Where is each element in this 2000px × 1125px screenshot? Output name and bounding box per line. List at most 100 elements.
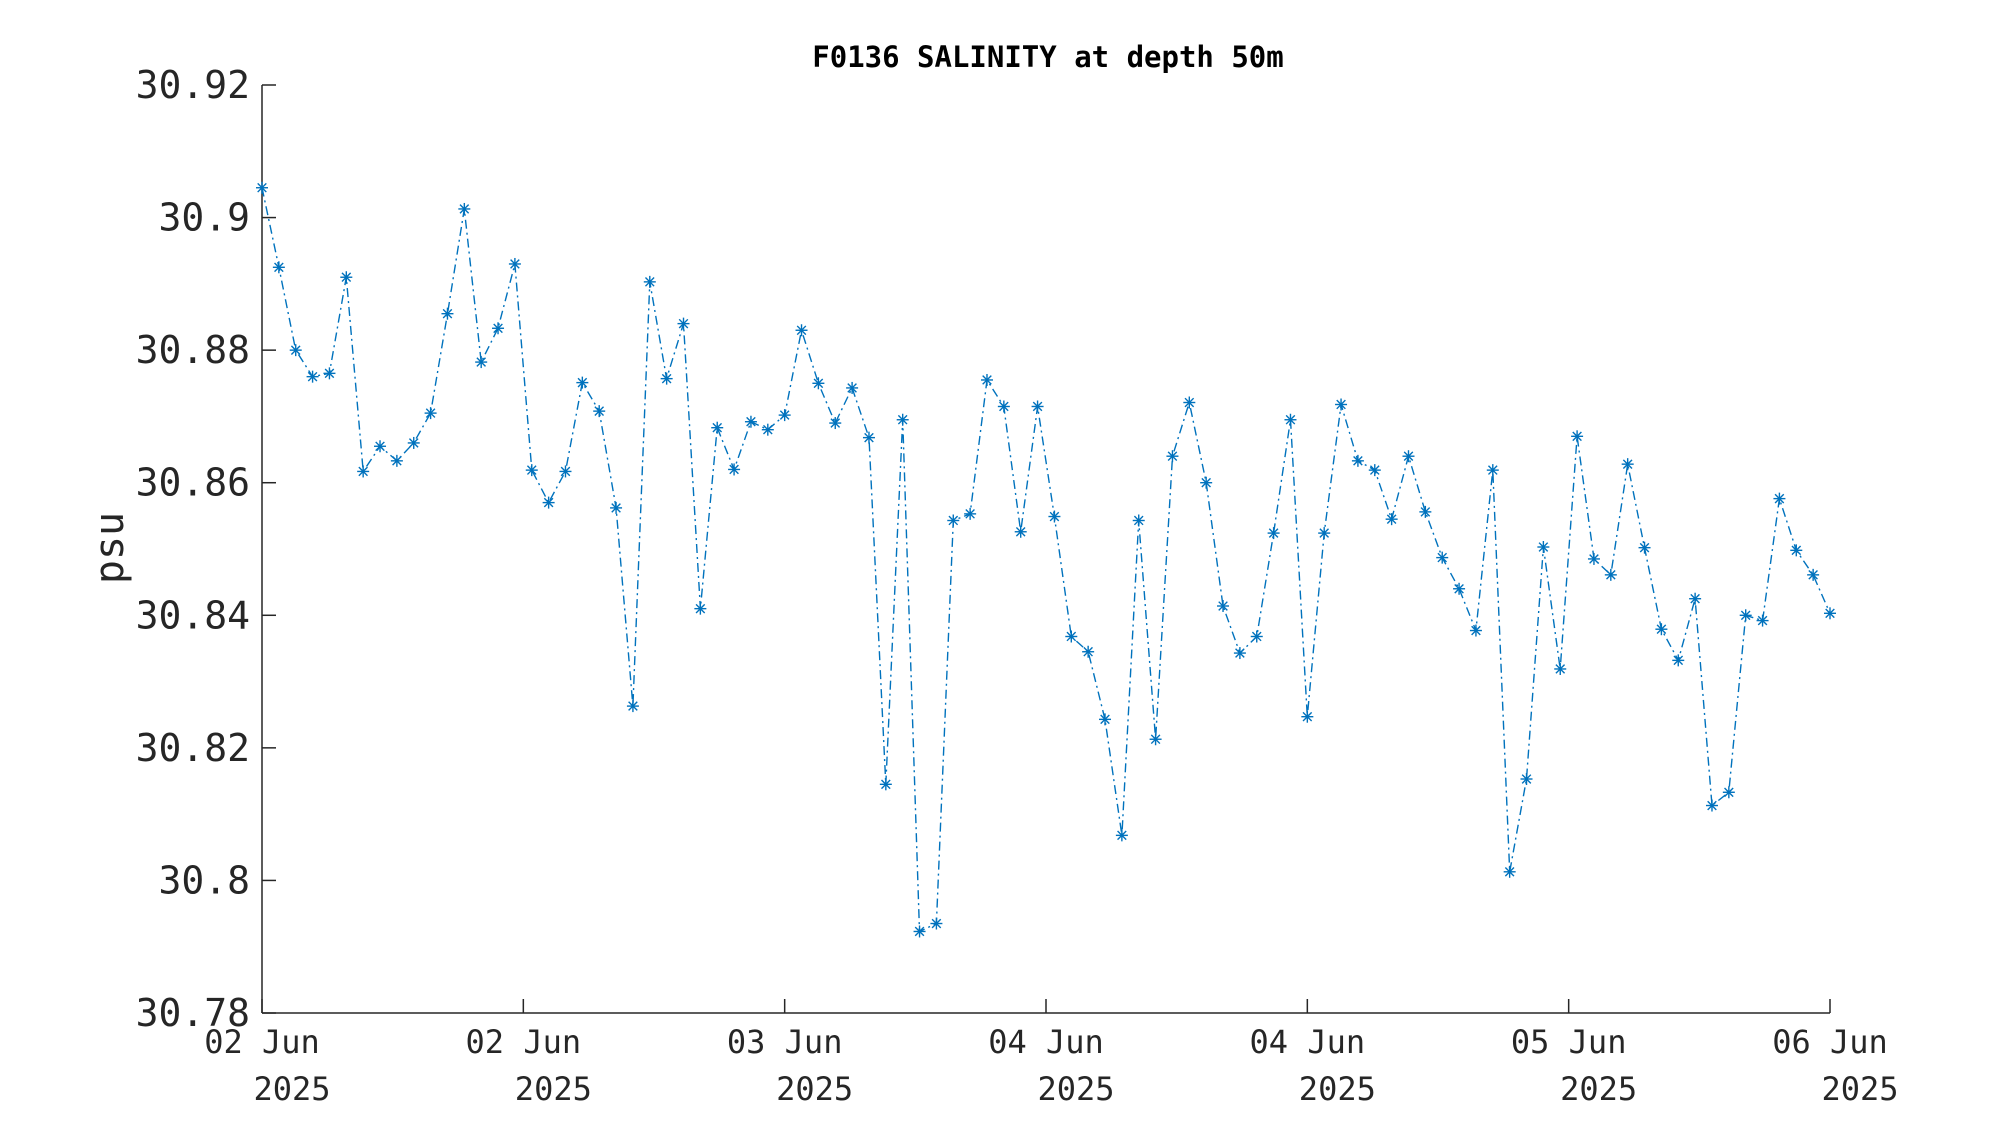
data-point [1014, 525, 1027, 538]
data-point [1655, 623, 1668, 636]
data-point [492, 322, 505, 335]
data-point [610, 501, 623, 514]
data-point [1048, 510, 1061, 523]
y-tick-label: 30.86 [136, 461, 250, 505]
data-point [1099, 713, 1112, 726]
x-tick-label-year: 2025 [253, 1070, 330, 1108]
data-point [1132, 514, 1145, 527]
data-point [1250, 630, 1263, 643]
x-tick-label-date: 06 Jun [1772, 1023, 1888, 1061]
data-point [1689, 592, 1702, 605]
x-tick-label-year: 2025 [1821, 1070, 1898, 1108]
data-point [728, 463, 741, 476]
data-point [1031, 400, 1044, 413]
x-tick-label-date: 03 Jun [727, 1023, 843, 1061]
x-tick-label-date: 04 Jun [1250, 1023, 1366, 1061]
data-point [340, 271, 353, 284]
data-point [525, 464, 538, 477]
data-point [1486, 464, 1499, 477]
x-tick-label-year: 2025 [1037, 1070, 1114, 1108]
data-point [1469, 624, 1482, 637]
data-point [256, 181, 268, 194]
data-point [1587, 552, 1600, 565]
y-tick-label: 30.82 [136, 726, 250, 770]
y-tick-label: 30.78 [136, 991, 250, 1035]
data-point [879, 778, 892, 791]
data-point [761, 423, 774, 436]
data-point [997, 400, 1010, 413]
data-point [626, 700, 639, 713]
data-point [576, 376, 589, 389]
data-point [846, 381, 859, 394]
data-point [272, 261, 285, 274]
data-point [1217, 600, 1230, 613]
data-point [374, 440, 387, 453]
data-point [1773, 492, 1786, 505]
data-point [980, 373, 993, 386]
data-point [1756, 614, 1769, 627]
data-point [458, 202, 471, 215]
data-point [913, 925, 926, 938]
data-point [795, 324, 808, 337]
data-point [1520, 773, 1533, 786]
series-line [261, 187, 1831, 933]
data-point [1351, 454, 1364, 467]
data-point [542, 496, 555, 509]
data-point [694, 602, 707, 615]
data-point [1419, 505, 1432, 518]
data-point [559, 465, 572, 478]
data-point [1335, 398, 1348, 411]
data-point [357, 465, 370, 478]
data-point [964, 507, 977, 520]
y-axis-label: psu [87, 512, 133, 584]
data-point [930, 917, 943, 930]
y-tick-label: 30.8 [158, 858, 250, 902]
x-tick-label-year: 2025 [1560, 1070, 1637, 1108]
x-tick-label-year: 2025 [776, 1070, 853, 1108]
data-point [1604, 568, 1617, 581]
data-point [390, 454, 403, 467]
series-layer [256, 181, 1836, 938]
data-point [1166, 450, 1179, 463]
x-tick-label-year: 2025 [1299, 1070, 1376, 1108]
y-tick-label: 30.84 [136, 593, 250, 637]
data-point [1267, 527, 1280, 540]
data-point [1402, 450, 1415, 463]
data-point [711, 421, 724, 434]
data-point [424, 407, 437, 420]
data-point [862, 431, 875, 444]
data-point [1790, 544, 1803, 557]
data-point [1183, 396, 1196, 409]
data-point [744, 415, 757, 428]
data-point [643, 275, 656, 288]
y-tick-label: 30.9 [158, 196, 250, 240]
data-point [1739, 609, 1752, 622]
data-point [829, 417, 842, 430]
x-ticks: 02 Jun 2025 02 Jun 2025 03 Jun 2025 04 Jun 2025… [204, 999, 1899, 1108]
data-point [593, 405, 606, 418]
data-point [289, 344, 302, 357]
y-tick-label: 30.88 [136, 328, 250, 372]
data-point [778, 409, 791, 422]
x-tick-label-date: 02 Jun [204, 1023, 320, 1061]
data-point [1082, 645, 1095, 658]
data-point [812, 377, 825, 390]
x-tick-label-date: 04 Jun [988, 1023, 1104, 1061]
chart-title: F0136 SALINITY at depth 50m [812, 40, 1283, 74]
data-point [407, 436, 420, 449]
data-point [1453, 582, 1466, 595]
data-point [1301, 710, 1314, 723]
data-point [1318, 527, 1331, 540]
data-point [1807, 568, 1820, 581]
data-point [947, 514, 960, 527]
y-ticks: 30.78 30.8 30.82 30.84 30.86 30.88 30.9 30.92 [136, 63, 276, 1035]
data-point [1722, 786, 1735, 799]
data-point [323, 367, 336, 380]
data-point [1200, 476, 1213, 489]
data-point [1115, 829, 1128, 842]
x-tick-label-date: 02 Jun [466, 1023, 582, 1061]
data-point [306, 370, 319, 383]
data-point [677, 317, 690, 330]
data-point [475, 356, 488, 369]
